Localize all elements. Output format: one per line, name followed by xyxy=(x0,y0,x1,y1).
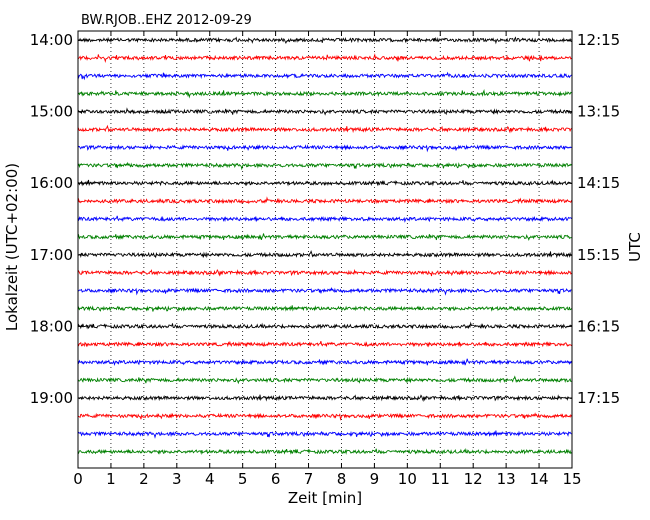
x-tick-label: 0 xyxy=(73,470,83,488)
trace-line xyxy=(77,36,572,45)
left-axis-label: Lokalzeit (UTC+02:00) xyxy=(3,163,21,331)
trace-line xyxy=(77,250,572,259)
trace-line xyxy=(77,107,572,116)
x-tick-label: 10 xyxy=(398,470,417,488)
left-tick-label: 15:00 xyxy=(30,103,73,121)
x-tick-label: 12 xyxy=(464,470,483,488)
trace-line xyxy=(77,412,572,421)
trace-line xyxy=(77,321,572,330)
traces xyxy=(77,36,572,455)
trace-line xyxy=(77,124,572,134)
trace-line xyxy=(77,358,572,367)
x-tick-label: 11 xyxy=(431,470,450,488)
right-axis: 12:15 13:15 14:15 15:15 16:15 17:15 xyxy=(567,31,620,407)
left-tick-label: 17:00 xyxy=(30,246,73,264)
plot-frame xyxy=(77,30,573,469)
x-tick-label: 2 xyxy=(139,470,149,488)
trace-line xyxy=(77,286,572,296)
trace-line xyxy=(77,394,572,402)
left-tick-label: 14:00 xyxy=(30,31,73,49)
right-tick-label: 13:15 xyxy=(577,103,620,121)
x-tick-label: 4 xyxy=(205,470,215,488)
right-tick-label: 12:15 xyxy=(577,31,620,49)
trace-line xyxy=(77,161,572,171)
x-tick-label: 6 xyxy=(271,470,281,488)
left-tick-label: 16:00 xyxy=(30,174,73,192)
trace-line xyxy=(77,233,572,242)
trace-line xyxy=(77,53,572,63)
x-tick-label: 1 xyxy=(106,470,116,488)
trace-line xyxy=(77,268,572,277)
x-tick-label: 7 xyxy=(304,470,314,488)
x-tick-label: 14 xyxy=(530,470,549,488)
trace-line xyxy=(77,430,572,439)
left-axis: 14:00 15:00 16:00 17:00 18:00 19:00 xyxy=(30,31,83,407)
right-tick-label: 15:15 xyxy=(577,246,620,264)
x-tick-label: 8 xyxy=(337,470,347,488)
x-tick-label: 9 xyxy=(370,470,380,488)
right-tick-label: 16:15 xyxy=(577,317,620,335)
x-tick-label: 13 xyxy=(497,470,516,488)
right-axis-label: UTC xyxy=(626,232,644,262)
trace-line xyxy=(77,215,572,223)
gridlines xyxy=(110,31,540,468)
trace-line xyxy=(77,340,572,348)
trace-line xyxy=(77,375,572,385)
x-tick-label: 3 xyxy=(172,470,182,488)
left-tick-label: 18:00 xyxy=(30,317,73,335)
chart-title: BW.RJOB..EHZ 2012-09-29 xyxy=(81,13,252,28)
trace-line xyxy=(77,89,572,99)
trace-line xyxy=(77,305,572,312)
trace-line xyxy=(77,447,572,455)
right-tick-label: 14:15 xyxy=(577,174,620,192)
trace-line xyxy=(77,143,572,153)
left-tick-label: 19:00 xyxy=(30,389,73,407)
trace-line xyxy=(77,179,572,187)
right-tick-label: 17:15 xyxy=(577,389,620,407)
trace-line xyxy=(77,71,572,81)
x-axis: 0 1 2 3 4 5 6 7 8 9 10 11 12 13 14 15 xyxy=(73,31,582,488)
trace-line xyxy=(77,196,572,205)
x-tick-label: 15 xyxy=(562,470,581,488)
x-tick-label: 5 xyxy=(238,470,248,488)
x-axis-label: Zeit [min] xyxy=(288,489,362,507)
